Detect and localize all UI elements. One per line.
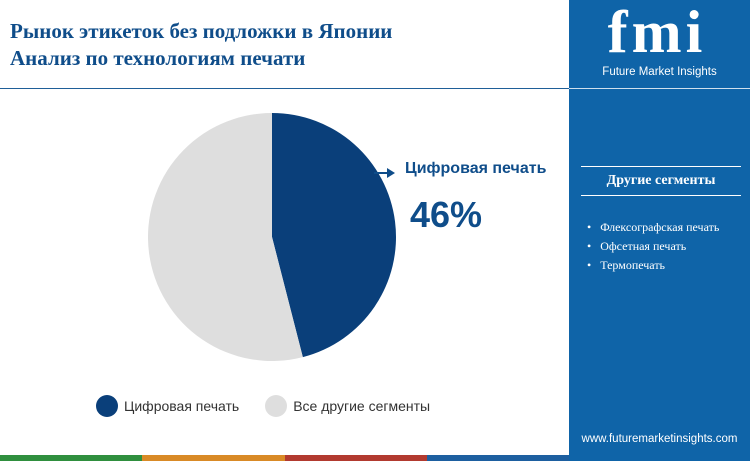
bar-segment xyxy=(0,455,143,461)
callout-value: 46% xyxy=(410,194,483,235)
legend-item: Цифровая печать xyxy=(96,395,239,417)
title-line-1: Рынок этикеток без подложки в Японии xyxy=(10,19,393,43)
panel-divider xyxy=(569,88,750,89)
chart-title: Рынок этикеток без подложки в Японии Ана… xyxy=(10,18,560,72)
legend-item: Все другие сегменты xyxy=(265,395,430,417)
sidebar-panel: fmi Future Market Insights Другие сегмен… xyxy=(569,0,750,461)
brand-name: Future Market Insights xyxy=(602,66,717,78)
segments-heading: Другие сегменты xyxy=(581,166,741,196)
bar-segment xyxy=(426,455,569,461)
bar-segment xyxy=(142,455,285,461)
brand-logo: fmi Future Market Insights xyxy=(569,0,750,88)
legend-label: Цифровая печать xyxy=(124,398,240,414)
arrow-right-icon xyxy=(387,168,395,178)
pie-slice-digital xyxy=(272,113,397,358)
pie-chart xyxy=(148,113,397,361)
title-line-2: Анализ по технологиям печати xyxy=(10,46,306,70)
segment-item: Офсетная печать xyxy=(587,237,719,256)
segments-list: Флексографская печать Офсетная печать Те… xyxy=(587,218,719,275)
website-link[interactable]: www.futuremarketinsights.com xyxy=(581,433,738,445)
segment-item: Флексографская печать xyxy=(587,218,719,237)
logo-letters: fmi xyxy=(607,0,707,65)
title-divider xyxy=(0,88,569,89)
legend-swatch xyxy=(96,395,118,417)
segment-item: Термопечать xyxy=(587,256,719,275)
pie-slice-other xyxy=(148,113,303,361)
bottom-color-bar xyxy=(0,455,569,461)
legend-label: Все другие сегменты xyxy=(293,398,431,414)
legend-swatch xyxy=(265,395,288,417)
chart-legend: Цифровая печать Все другие сегменты xyxy=(96,395,456,417)
callout-label: Цифровая печать xyxy=(405,160,547,177)
bar-segment xyxy=(284,455,427,461)
